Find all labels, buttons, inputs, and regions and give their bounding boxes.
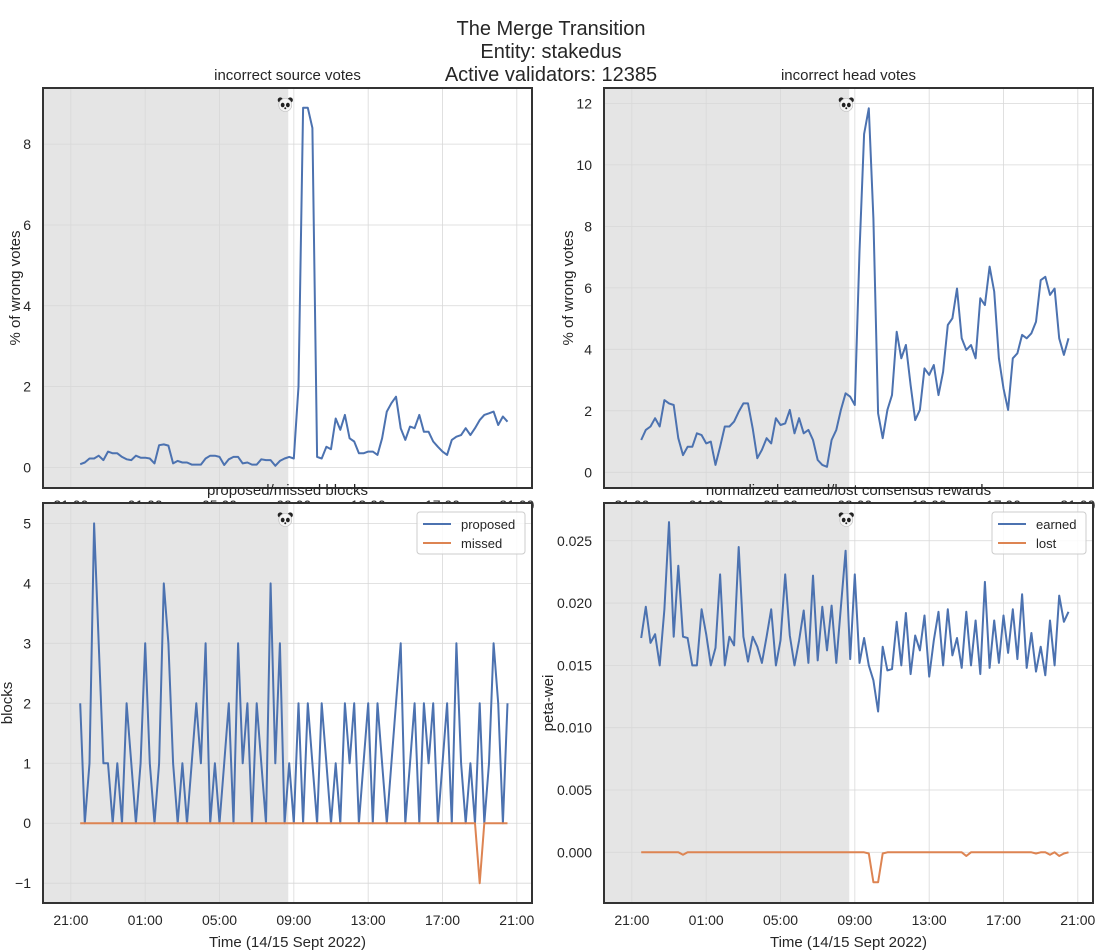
y-tick-label: 0.025 [557, 533, 592, 549]
y-tick-label: 8 [584, 218, 592, 234]
x-axis-label: Time (14/15 Sept 2022) [209, 934, 366, 950]
series-line-missed [80, 822, 508, 885]
axes-frame [603, 87, 1094, 489]
panda-icon [277, 97, 293, 112]
y-tick-label: 6 [584, 280, 592, 296]
series-line-series-1 [640, 107, 1070, 468]
panda-nose [845, 107, 848, 110]
subplot-title: proposed/missed blocks [207, 482, 368, 499]
panda-eye [285, 517, 290, 523]
panda-eye [846, 102, 851, 108]
x-tick-label: 17:00 [425, 912, 460, 928]
panda-eye [846, 517, 851, 523]
y-tick-label: 3 [23, 635, 31, 651]
y-tick-label: 8 [23, 136, 31, 152]
series-line-series-1 [79, 106, 509, 467]
y-tick-label: 6 [23, 217, 31, 233]
x-tick-label: 21:00 [1060, 912, 1095, 928]
axes-frame [42, 502, 533, 904]
x-tick-label: 09:00 [276, 912, 311, 928]
subplot-1: 21:0001:0005:0009:0013:0017:0021:0002468… [7, 67, 535, 513]
y-tick-label: 1 [23, 755, 31, 771]
y-tick-label: 0 [584, 464, 592, 480]
y-tick-label: 0 [23, 815, 31, 831]
y-tick-label: 4 [584, 341, 592, 357]
panda-eye [841, 102, 846, 108]
panda-face [839, 513, 854, 527]
figure-title-line-3: Active validators: 12385 [445, 64, 657, 86]
x-tick-label: 13:00 [351, 912, 386, 928]
y-tick-label: 2 [584, 403, 592, 419]
x-tick-label: 17:00 [986, 912, 1021, 928]
panda-eye [280, 102, 285, 108]
panda-icon [838, 512, 854, 527]
y-tick-label: 12 [576, 95, 592, 111]
pre-merge-shaded-region [43, 88, 289, 488]
legend-label-missed: missed [461, 536, 502, 551]
x-tick-label: 05:00 [202, 912, 237, 928]
axes-frame [603, 502, 1094, 904]
y-axis-label: % of wrong votes [7, 230, 24, 345]
x-tick-label: 01:00 [128, 912, 163, 928]
panda-nose [284, 107, 287, 110]
x-tick-label: 09:00 [837, 912, 872, 928]
legend: earned lost [991, 511, 1087, 555]
subplot-title: incorrect head votes [781, 67, 916, 84]
y-tick-label: 0.020 [557, 595, 592, 611]
subplots: 21:00 01:00 05:00 09:00 13:00 17:00 21:00 0 2 4 6 8… [0, 67, 1096, 950]
panda-face [278, 98, 293, 112]
figure-title-line-2: Entity: stakedus [480, 41, 621, 63]
x-tick-label: 21:00 [53, 912, 88, 928]
subplot-title: normalized earned/lost consensus rewards [706, 482, 991, 499]
y-tick-label: 4 [23, 575, 31, 591]
y-axis-label: peta-wei [540, 675, 557, 732]
subplot-3: 21:00 01:00 05:00 09:00 13:00 17:00 21:00 −1 0 1 2… [0, 482, 535, 950]
y-tick-label: 0.000 [557, 844, 592, 860]
y-tick-label: 2 [23, 379, 31, 395]
panda-eye [280, 517, 285, 523]
y-tick-label: 2 [23, 695, 31, 711]
figure-title-line-1: The Merge Transition [457, 18, 646, 40]
pre-merge-shaded-region [604, 503, 850, 903]
y-tick-label: 4 [23, 298, 31, 314]
y-tick-label: −1 [15, 875, 31, 891]
x-tick-label: 05:00 [763, 912, 798, 928]
series-line-earned [640, 521, 1070, 713]
panda-face [839, 98, 854, 112]
y-tick-label: 0 [23, 459, 31, 475]
x-tick-label: 13:00 [912, 912, 947, 928]
x-axis-label: Time (14/15 Sept 2022) [770, 934, 927, 950]
axes-frame [42, 87, 533, 489]
panda-eye [841, 517, 846, 523]
series-line-lost [641, 851, 1069, 884]
x-tick-label: 01:00 [689, 912, 724, 928]
y-tick-label: 0.015 [557, 657, 592, 673]
panda-eye [285, 102, 290, 108]
panda-icon [838, 97, 854, 112]
x-tick-label: 21:00 [499, 912, 534, 928]
y-tick-label: 5 [23, 515, 31, 531]
y-tick-label: 0.005 [557, 782, 592, 798]
subplot-2: 21:0001:0005:0009:0013:0017:0021:0002468… [560, 67, 1096, 513]
subplot-title: incorrect source votes [214, 67, 361, 84]
legend: proposed missed [416, 511, 526, 555]
subplot-4: 21:00 01:00 05:00 09:00 13:00 17:00 21:00 0.000… [540, 482, 1096, 950]
y-axis-label: blocks [0, 682, 16, 725]
y-tick-label: 0.010 [557, 720, 592, 736]
panda-face [278, 513, 293, 527]
y-tick-label: 10 [576, 157, 592, 173]
legend-label-earned: earned [1036, 517, 1076, 532]
legend-label-lost: lost [1036, 536, 1057, 551]
x-tick-label: 21:00 [614, 912, 649, 928]
panda-nose [845, 522, 848, 525]
panda-icon [277, 512, 293, 527]
y-axis-label: % of wrong votes [560, 230, 577, 345]
panda-nose [284, 522, 287, 525]
legend-label-proposed: proposed [461, 517, 515, 532]
